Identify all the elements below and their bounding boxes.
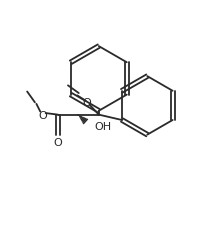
Text: O: O (38, 110, 47, 120)
Text: O: O (82, 98, 91, 108)
Text: OH: OH (94, 122, 111, 132)
Text: O: O (53, 138, 62, 148)
